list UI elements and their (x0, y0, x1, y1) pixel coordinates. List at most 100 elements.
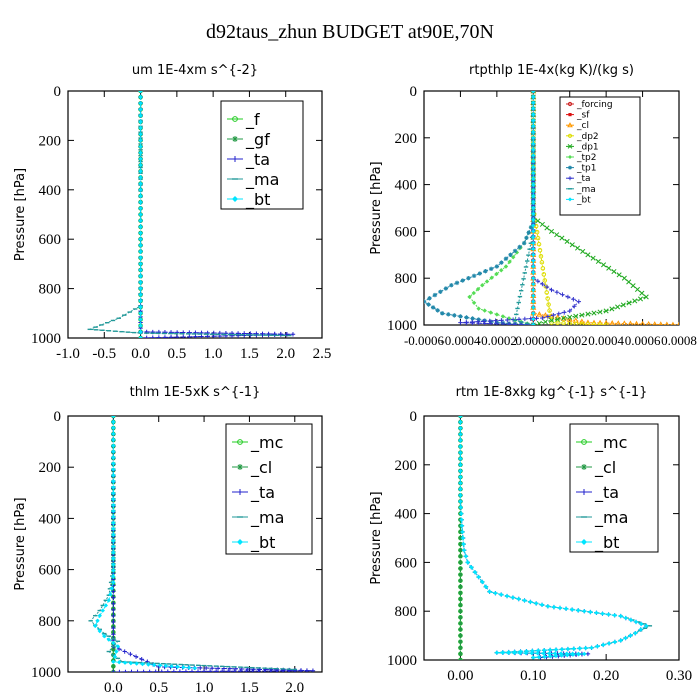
legend-label: _forcing (576, 100, 613, 110)
series-point-bt (531, 311, 536, 316)
series-point-bt (516, 596, 521, 602)
legend-marker (237, 464, 243, 470)
series-point-bt (138, 156, 143, 162)
series-point-bt (111, 425, 116, 431)
series-point-bt (531, 258, 536, 263)
series-point-bt (531, 182, 536, 187)
series-point-dp1 (611, 268, 617, 275)
series-point-bt (487, 589, 492, 594)
series-point-dp2 (539, 260, 545, 265)
series-point-bt (569, 607, 575, 612)
panel-title: rtpthlp 1E-4x(kg K)/(kg s) (469, 63, 634, 78)
series-point-ta (111, 589, 116, 594)
series-point-dp1 (615, 304, 621, 310)
panel-2: rtpthlp 1E-4x(kg K)/(kg s) Pressure [hPa]… (369, 63, 697, 348)
series-point-tp1 (446, 312, 451, 317)
plot-frame (423, 90, 680, 326)
series-point-bt (483, 584, 489, 589)
legend-label: _dp2 (576, 132, 599, 142)
y-tick-label: 0 (410, 84, 418, 100)
series-point-bt (111, 544, 116, 549)
series-point-bt (623, 615, 629, 621)
x-tick-label: -0.5 (92, 346, 116, 362)
series-point-ta (123, 669, 128, 672)
series-point-bt (531, 287, 536, 293)
series-point-ta (262, 668, 267, 672)
series-point-bt (138, 255, 143, 260)
series-point-bt (531, 264, 536, 269)
series-point-bt (628, 617, 634, 623)
series-point-tp2 (500, 314, 506, 319)
series-point-tp1 (508, 252, 513, 257)
series-point-dp1 (597, 309, 603, 315)
series-point-bt (138, 298, 143, 304)
y-tick-label: 600 (395, 555, 418, 571)
series-point-ta (274, 668, 279, 672)
series-point-cl (458, 590, 463, 596)
series-point-bt (111, 419, 116, 425)
y-tick-label: 400 (39, 183, 62, 199)
series-point-cl (458, 584, 463, 589)
series-point-cl (111, 647, 116, 652)
series-point-ta (215, 666, 221, 671)
series-point-bt (458, 474, 463, 480)
series-point-ta (213, 669, 219, 672)
series-point-bt (506, 650, 511, 656)
series-point-bt (606, 641, 612, 646)
series-group (424, 91, 679, 325)
series-point-bt (606, 612, 611, 617)
series-point-bt (111, 431, 116, 437)
legend-marker (568, 197, 572, 202)
series-point-ta (482, 321, 487, 325)
series-point-ta (488, 321, 493, 325)
series-point-ta (135, 669, 140, 672)
series-point-bt (548, 654, 553, 659)
series-point-bt (552, 651, 558, 656)
series-point-bt (595, 644, 600, 649)
series-point-cl (458, 535, 463, 541)
series-point-bt (551, 604, 557, 610)
series-point-bt (458, 450, 463, 455)
legend-label: _cl (250, 458, 272, 478)
series-point-bt (628, 633, 633, 638)
legend-label: _gf (245, 130, 270, 150)
series-point-bt (458, 426, 463, 431)
series-point-tp1 (470, 316, 475, 321)
series-point-tp2 (475, 286, 481, 292)
series-point-cl (458, 633, 463, 638)
series-point-tp1 (464, 315, 469, 320)
series-point-bt (458, 419, 463, 425)
series-point-bt (458, 505, 463, 510)
series-point-bt (460, 529, 465, 535)
series-point-ta (535, 278, 541, 284)
x-tick-label: 0.0002 (552, 333, 588, 348)
series-point-bt (531, 217, 536, 222)
series-point-tp2 (480, 283, 485, 288)
series-point-ta (171, 669, 177, 672)
series-point-ta (117, 669, 122, 672)
legend-label: _ma (245, 170, 279, 190)
series-point-ta (310, 668, 316, 672)
legend-label: _dp1 (576, 142, 599, 152)
series-point-cl (458, 639, 463, 644)
series-point-ta (139, 657, 144, 662)
legend-label: _f (245, 110, 260, 130)
series-group (87, 91, 296, 338)
series-point-bt (522, 598, 527, 603)
series-point-cl (458, 541, 463, 547)
y-tick-label: 0 (54, 84, 62, 100)
series-point-ta (147, 669, 152, 672)
series-point-bt (138, 101, 143, 106)
series-point-ta (572, 304, 577, 309)
legend-marker (568, 176, 572, 181)
legend-label: _mc (594, 433, 627, 453)
series-point-bt (517, 650, 523, 656)
series-point-bt (134, 661, 139, 666)
series-point-dp1 (569, 242, 575, 248)
series-point-bt (531, 305, 536, 310)
legend-marker (232, 116, 238, 122)
series-point-dp2 (545, 296, 550, 301)
series-point-tp1 (440, 311, 445, 316)
series-point-cl (458, 548, 463, 553)
series-point-bt (458, 456, 463, 461)
